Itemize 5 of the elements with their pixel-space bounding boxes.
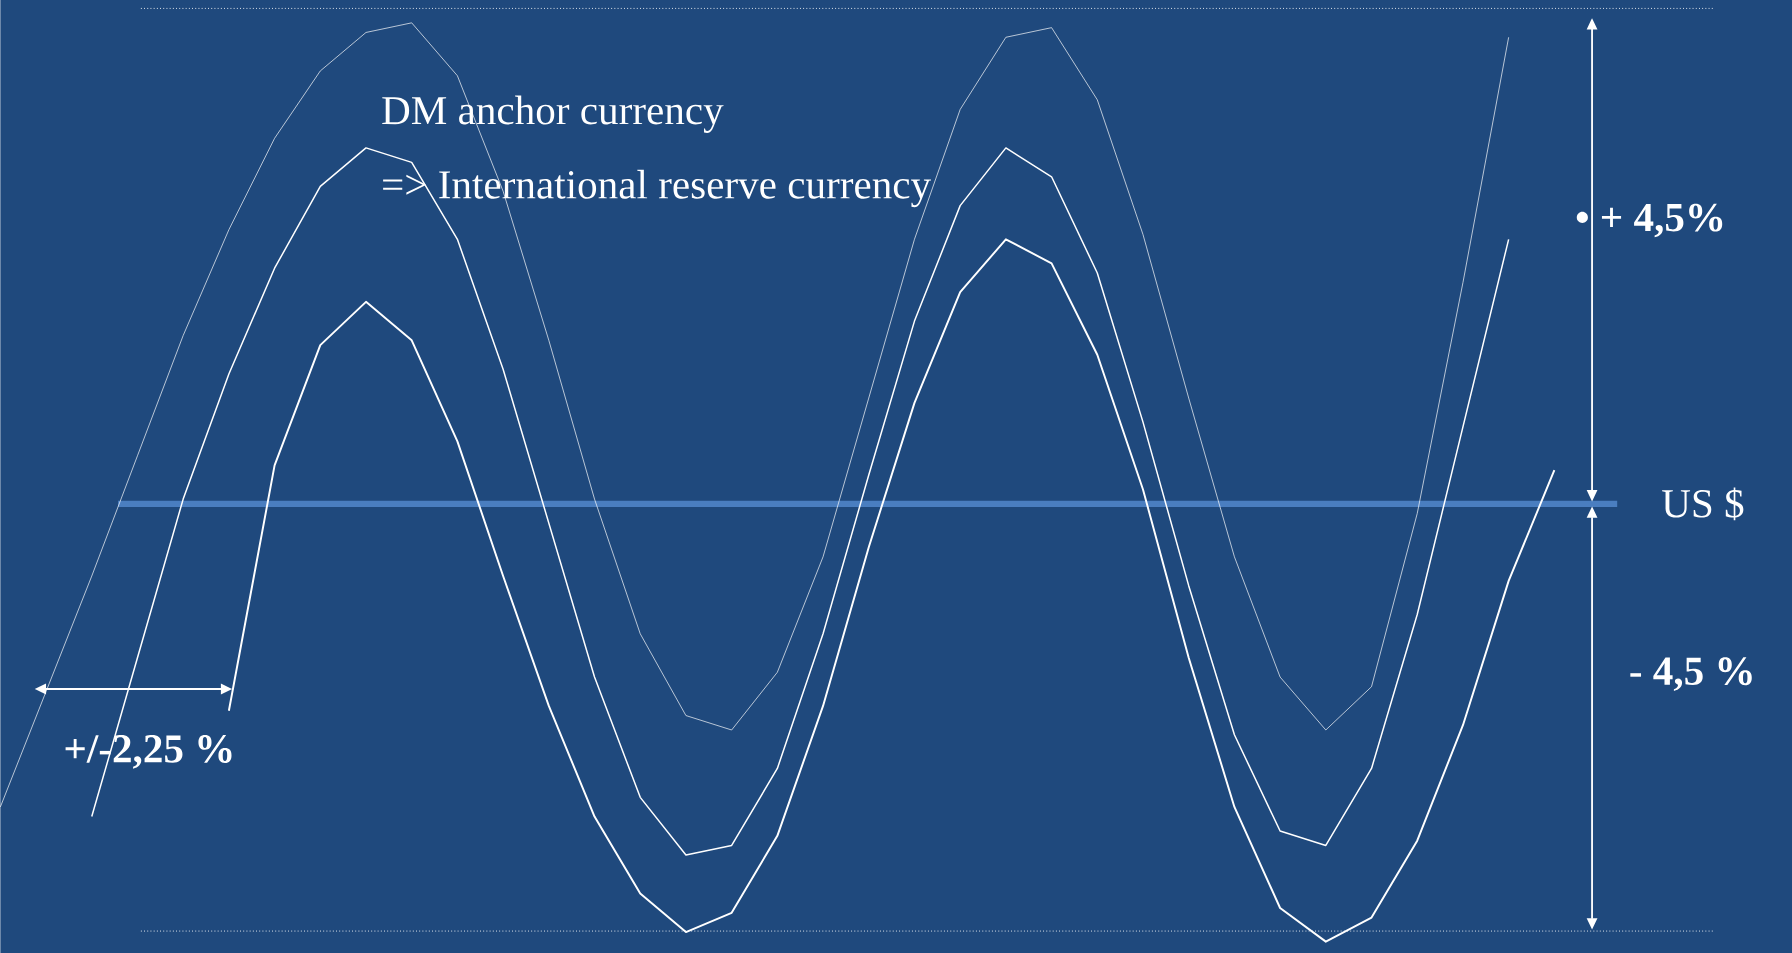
text: - 4,5 %: [1630, 657, 1752, 692]
annotation: DM anchor currency: [382, 95, 724, 133]
annotation: • + 4,5%: [1576, 203, 1723, 238]
ref-line-label: US $: [1662, 487, 1744, 521]
annotation: => International reserve currency: [383, 169, 931, 208]
